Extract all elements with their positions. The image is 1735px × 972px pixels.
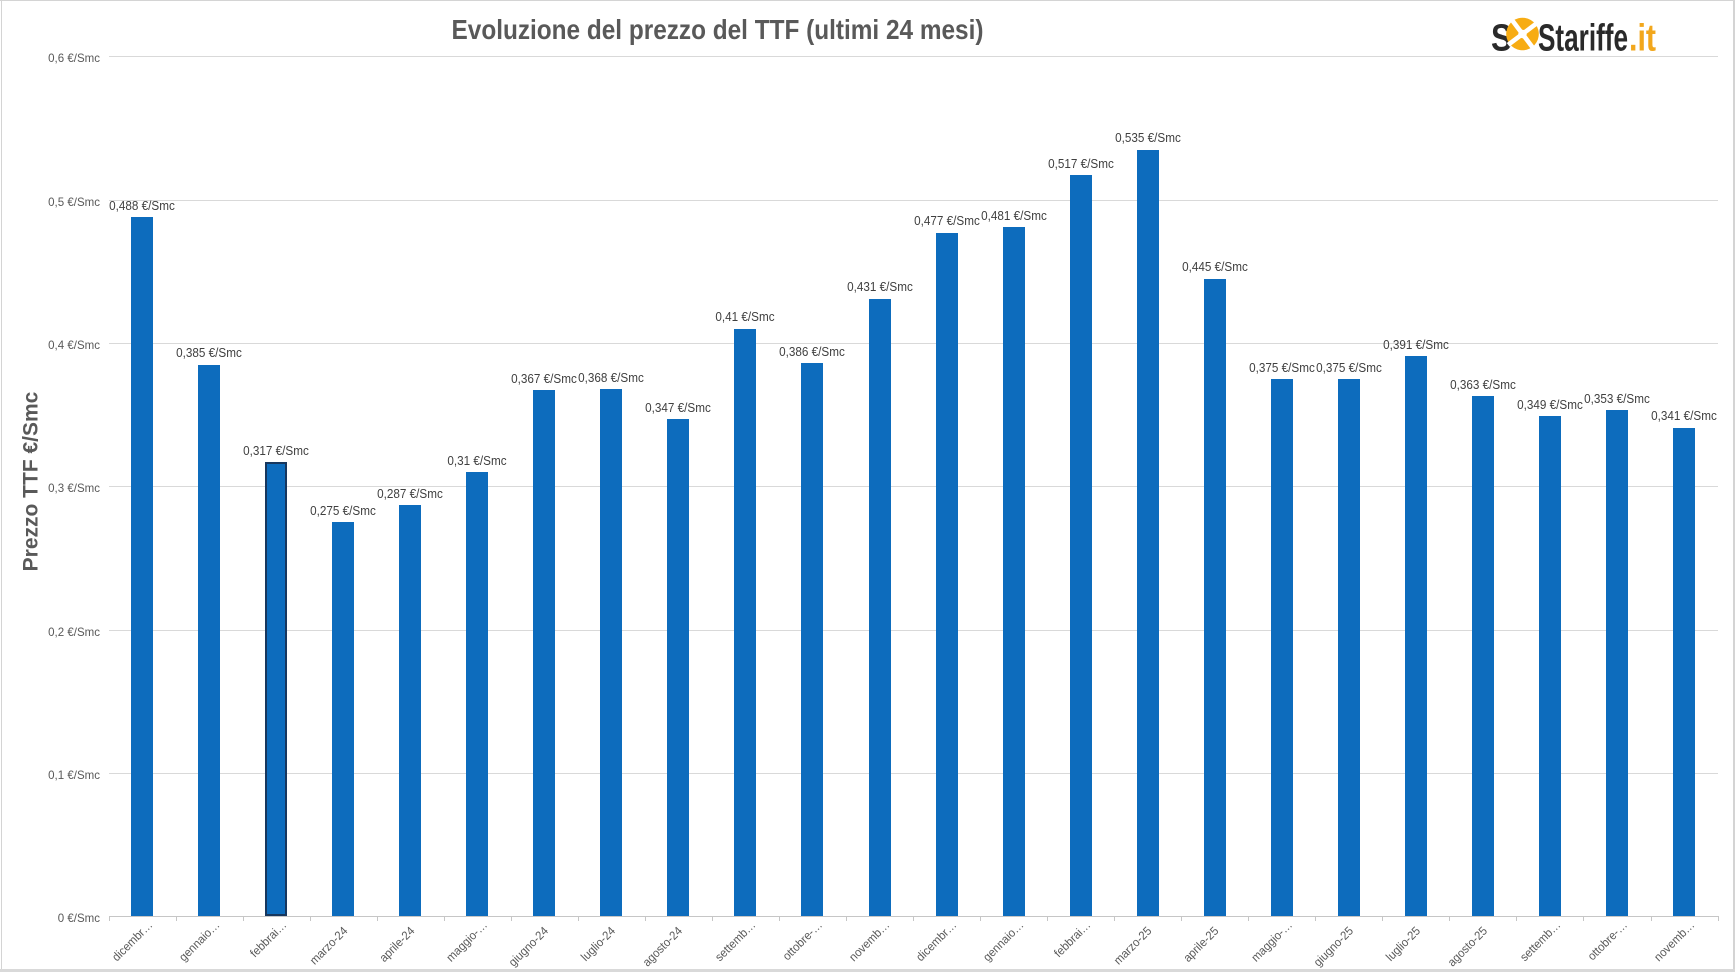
svg-text:S: S	[1491, 18, 1512, 57]
svg-text:.it: .it	[1629, 18, 1656, 57]
svg-text:Stariffe: Stariffe	[1538, 18, 1628, 57]
